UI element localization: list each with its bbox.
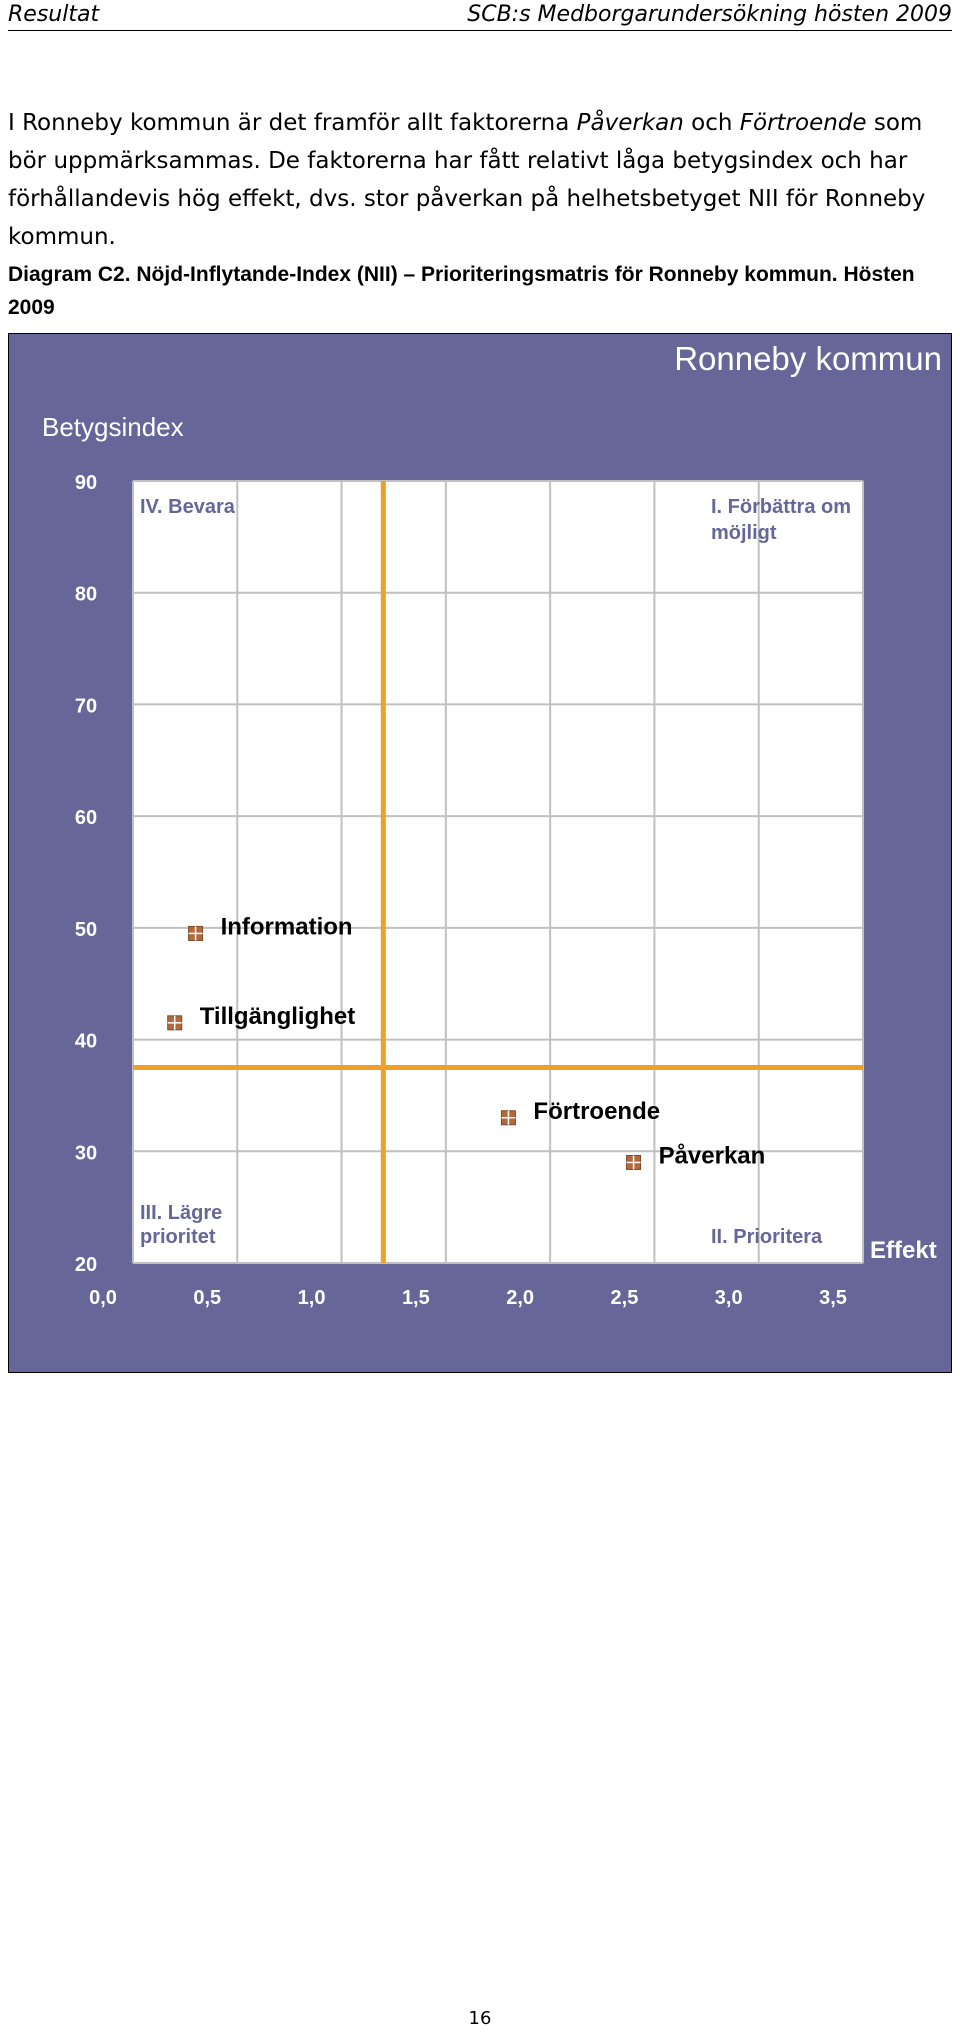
header-section-title: Resultat <box>8 2 100 27</box>
point-label: Tillgänglighet <box>200 1003 356 1030</box>
x-tick-label: 1,0 <box>298 1287 326 1309</box>
data-point: Påverkan <box>626 1142 766 1170</box>
quadrant-label-bevara: IV. Bevara <box>140 496 236 518</box>
point-label: Förtroende <box>533 1098 660 1125</box>
priority-matrix-chart: Ronneby kommun Betygsindex Effekt 90 80 70… <box>8 333 952 1373</box>
point-label: Information <box>221 913 353 940</box>
data-point: Information <box>188 913 353 941</box>
quadrant-label-lagre-line-1: III. Lägre <box>140 1202 222 1224</box>
y-tick-label: 90 <box>75 472 97 494</box>
intro-emphasis-2: Förtroende <box>739 110 867 136</box>
page-number: 16 <box>468 2008 492 2029</box>
y-tick-label: 80 <box>75 584 97 606</box>
y-tick-label: 60 <box>75 807 97 829</box>
intro-text-2: och <box>683 110 740 136</box>
quadrant-label-forbattra-line-1: I. Förbättra om <box>711 496 851 518</box>
data-points: Information Tillgänglighet Förtroende Påver… <box>167 913 766 1170</box>
quadrant-label-lagre-line-2: prioritet <box>140 1226 216 1248</box>
x-tick-label: 2,0 <box>506 1287 534 1309</box>
intro-text-1: I Ronneby kommun är det framför allt fak… <box>8 110 577 136</box>
intro-text-3: som bör uppmärksammas. De faktorerna har… <box>8 110 926 250</box>
data-point: Förtroende <box>500 1098 660 1126</box>
y-tick-label: 50 <box>75 919 97 941</box>
page-header: Resultat SCB:s Medborgarundersökning hös… <box>8 0 952 31</box>
quadrant-label-prioritera: II. Prioritera <box>711 1226 823 1248</box>
x-tick-label: 2,5 <box>611 1287 639 1309</box>
quadrant-dividers <box>133 481 863 1263</box>
x-tick-label: 3,5 <box>819 1287 847 1309</box>
y-tick-label: 40 <box>75 1031 97 1053</box>
point-label: Påverkan <box>659 1142 766 1169</box>
y-tick-label: 70 <box>75 695 97 717</box>
y-tick-label: 30 <box>75 1142 97 1164</box>
chart-frame: Ronneby kommun Betygsindex Effekt 90 80 70… <box>8 333 952 1373</box>
x-axis-ticks: 0,0 0,5 1,0 1,5 2,0 2,5 3,0 3,5 <box>89 1287 847 1309</box>
intro-emphasis-1: Påverkan <box>576 110 684 136</box>
x-tick-label: 0,5 <box>193 1287 221 1309</box>
x-tick-label: 3,0 <box>715 1287 743 1309</box>
diagram-caption: Diagram C2. Nöjd-Inflytande-Index (NII) … <box>8 263 915 319</box>
x-tick-label: 1,5 <box>402 1287 430 1309</box>
chart-title: Ronneby kommun <box>674 340 942 377</box>
intro-paragraph: I Ronneby kommun är det framför allt fak… <box>8 104 948 256</box>
y-axis-ticks: 90 80 70 60 50 40 30 20 <box>75 472 97 1276</box>
gridlines <box>132 480 864 1264</box>
quadrant-labels: IV. Bevara I. Förbättra om möjligt III. … <box>140 496 851 1248</box>
data-point: Tillgänglighet <box>167 1003 356 1031</box>
x-tick-label: 0,0 <box>89 1287 117 1309</box>
x-axis-label: Effekt <box>870 1237 937 1264</box>
quadrant-label-forbattra-line-2: möjligt <box>711 522 777 544</box>
header-report-title: SCB:s Medborgarundersökning hösten 2009 <box>467 2 952 27</box>
y-tick-label: 20 <box>75 1254 97 1276</box>
y-axis-label: Betygsindex <box>42 412 184 442</box>
plot-area <box>133 481 863 1263</box>
